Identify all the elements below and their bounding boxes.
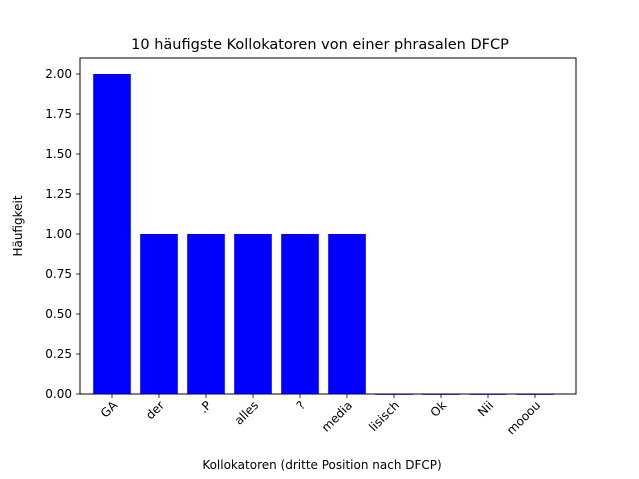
x-tick-label: Nii (475, 398, 496, 419)
x-tick-label: .P (196, 398, 214, 416)
y-tick-label: 0.75 (45, 267, 72, 281)
x-tick-label: Ok (428, 398, 450, 420)
x-tick-label: lisisch (366, 398, 402, 434)
y-tick-label: 0.25 (45, 347, 72, 361)
x-axis-label: Kollokatoren (dritte Position nach DFCP) (202, 458, 441, 472)
chart-title: 10 häufigste Kollokatoren von einer phra… (131, 37, 509, 53)
x-tick-label: alles (232, 398, 261, 427)
bar-media (328, 234, 366, 394)
x-tick-label: mooou (504, 398, 543, 437)
y-axis: 0.00 0.25 0.50 0.75 1.00 1.25 1.50 1.75 2.00 (45, 67, 80, 401)
y-tick-label: 1.50 (45, 147, 72, 161)
bar-GA (93, 74, 131, 394)
x-tick-label: GA (98, 398, 121, 421)
y-tick-label: 0.50 (45, 307, 72, 321)
bar-der (140, 234, 178, 394)
plot-frame (79, 57, 577, 395)
y-tick-label: 0.00 (45, 387, 72, 401)
y-axis-label: Häufigkeit (11, 195, 25, 256)
bar-.P (187, 234, 225, 394)
y-tick-label: 1.25 (45, 187, 72, 201)
y-tick-label: 1.75 (45, 107, 72, 121)
y-tick-label: 1.00 (45, 227, 72, 241)
x-tick-label: ? (294, 398, 308, 412)
bars-group (93, 74, 554, 395)
x-axis: GA der .P alles? media lisisch Ok Nii mooou (98, 394, 543, 437)
x-tick-label: media (319, 398, 355, 434)
y-tick-label: 2.00 (45, 67, 72, 81)
bar-alles (234, 234, 272, 394)
x-tick-label: der (143, 398, 167, 422)
bar-? (281, 234, 319, 394)
